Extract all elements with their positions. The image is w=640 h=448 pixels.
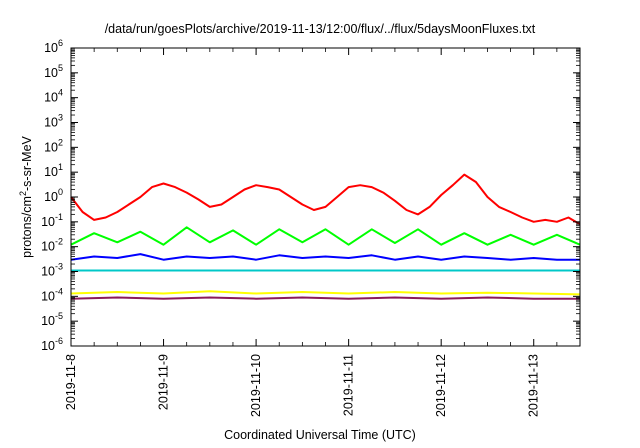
y-tick-label: 106 xyxy=(44,38,63,55)
x-tick-label: 2019-11-9 xyxy=(157,354,171,410)
y-tick-label: 102 xyxy=(44,137,63,154)
y-tick-label: 10-1 xyxy=(41,212,63,229)
y-tick-label: 104 xyxy=(44,88,63,105)
y-tick-label: 10-2 xyxy=(41,237,63,254)
x-tick-label: 2019-11-12 xyxy=(434,354,448,417)
x-tick-label: 2019-11-8 xyxy=(64,354,78,410)
x-axis-label: Coordinated Universal Time (UTC) xyxy=(224,428,416,442)
series-line-5 xyxy=(70,290,581,296)
y-axis-label: protons/cm2-s-sr-MeV xyxy=(18,135,34,257)
y-tick-label: 10-3 xyxy=(41,262,63,279)
series-line-6 xyxy=(70,296,580,300)
series-line-2 xyxy=(70,226,581,246)
series-line-3 xyxy=(70,253,580,261)
plot-frame xyxy=(70,47,581,347)
y-tick-label: 105 xyxy=(44,63,63,80)
series-line-1 xyxy=(70,173,581,226)
y-tick-label: 101 xyxy=(44,162,63,179)
y-tick-label: 10-5 xyxy=(41,311,63,328)
y-tick-label: 10-4 xyxy=(41,286,63,303)
chart-title: /data/run/goesPlots/archive/2019-11-13/1… xyxy=(104,22,536,36)
y-tick-label: 103 xyxy=(44,113,63,130)
y-tick-label: 10-6 xyxy=(41,336,63,353)
y-tick-label: 100 xyxy=(44,187,63,204)
x-tick-label: 2019-11-13 xyxy=(527,354,541,417)
x-tick-label: 2019-11-11 xyxy=(342,354,356,416)
x-tick-label: 2019-11-10 xyxy=(249,354,263,417)
